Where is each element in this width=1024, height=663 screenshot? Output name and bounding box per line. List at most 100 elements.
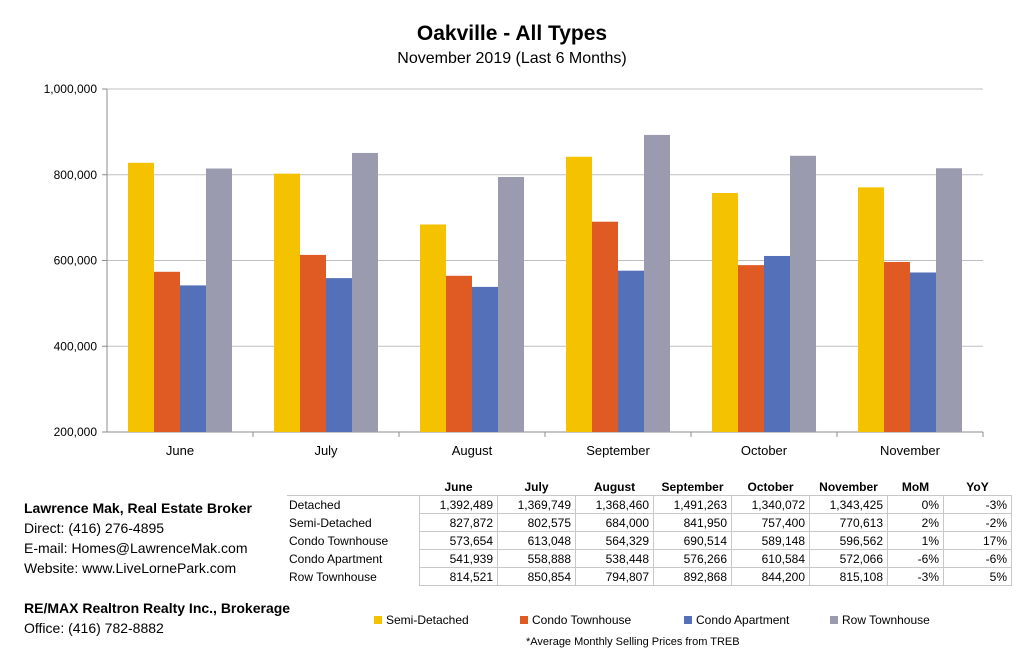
- legend-swatch: [520, 616, 528, 624]
- row-label: Detached: [289, 497, 341, 512]
- row-label: Condo Townhouse: [289, 533, 389, 548]
- bar: [764, 255, 790, 432]
- bar: [498, 176, 524, 432]
- table-cell: 1,343,425: [809, 495, 888, 514]
- bar: [180, 285, 206, 432]
- table-cell: 538,448: [575, 549, 654, 568]
- x-tick-label: November: [880, 443, 941, 458]
- table-cell: 844,200: [731, 567, 810, 586]
- table-corner: [287, 478, 420, 496]
- row-label: Semi-Detached: [289, 515, 372, 530]
- legend-swatch: [830, 616, 838, 624]
- table-cell: 757,400: [731, 513, 810, 532]
- table-cell: -3%: [887, 567, 944, 586]
- y-tick-label: 1,000,000: [44, 82, 98, 96]
- table-cell: 589,148: [731, 531, 810, 550]
- table-cell: 815,108: [809, 567, 888, 586]
- table-cell: -6%: [943, 549, 1012, 568]
- y-tick-label: 600,000: [54, 254, 98, 268]
- legend-label: Condo Apartment: [696, 613, 790, 627]
- table-cell: 576,266: [653, 549, 732, 568]
- x-tick-label: June: [166, 443, 194, 458]
- table-cell: 684,000: [575, 513, 654, 532]
- table-header: August: [575, 478, 654, 496]
- table-cell: 541,939: [419, 549, 498, 568]
- footnote: *Average Monthly Selling Prices from TRE…: [526, 636, 740, 648]
- legend-label: Condo Townhouse: [532, 613, 632, 627]
- bar: [326, 278, 352, 432]
- table-cell: 802,575: [497, 513, 576, 532]
- bar: [154, 271, 180, 432]
- table-cell: 1%: [887, 531, 944, 550]
- table-header-row: June July August September October Novem…: [287, 478, 1012, 496]
- legend-item: Condo Townhouse: [520, 613, 631, 627]
- x-tick-label: July: [314, 443, 338, 458]
- x-tick-label: October: [741, 443, 788, 458]
- table-row: Semi-Detached 827,872 802,575 684,000 84…: [287, 513, 1012, 532]
- table-header: YoY: [943, 478, 1012, 496]
- table-cell: 0%: [887, 495, 944, 514]
- bar: [790, 155, 816, 432]
- chart-title: Oakville - All Types: [416, 22, 608, 45]
- bar: [206, 168, 232, 433]
- table-cell: -2%: [943, 513, 1012, 532]
- bar: [738, 265, 764, 432]
- bar: [472, 286, 498, 432]
- chart-subtitle: November 2019 (Last 6 Months): [397, 50, 627, 67]
- table-cell: 5%: [943, 567, 1012, 586]
- legend-swatch: [684, 616, 692, 624]
- row-label: Condo Apartment: [289, 551, 383, 566]
- brokerage-office: Office: (416) 782-8882: [24, 620, 164, 636]
- brokerage-name: RE/MAX Realtron Realty Inc., Brokerage: [24, 600, 291, 616]
- table-cell: 1,392,489: [419, 495, 498, 514]
- data-table: June July August September October Novem…: [287, 478, 1012, 586]
- table-cell: 564,329: [575, 531, 654, 550]
- table-header: September: [653, 478, 732, 496]
- legend-swatch: [374, 616, 382, 624]
- y-tick-label: 800,000: [54, 168, 98, 182]
- bar: [712, 193, 738, 432]
- table-header: June: [419, 478, 498, 496]
- table-cell: 2%: [887, 513, 944, 532]
- table-cell: 613,048: [497, 531, 576, 550]
- contact-direct: Direct: (416) 276-4895: [24, 520, 165, 536]
- table-row: Condo Apartment 541,939 558,888 538,448 …: [287, 549, 1012, 568]
- table-cell: -3%: [943, 495, 1012, 514]
- table-row: Row Townhouse 814,521 850,854 794,807 89…: [287, 567, 1012, 586]
- y-tick-label: 400,000: [54, 339, 98, 353]
- table-cell: 827,872: [419, 513, 498, 532]
- legend-item: Condo Apartment: [684, 613, 789, 627]
- table-cell: -6%: [887, 549, 944, 568]
- y-tick-label: 200,000: [54, 425, 98, 439]
- bar: [420, 224, 446, 432]
- table-header: July: [497, 478, 576, 496]
- bar: [352, 152, 378, 432]
- table-cell: 573,654: [419, 531, 498, 550]
- table-cell: 850,854: [497, 567, 576, 586]
- table-header: MoM: [887, 478, 944, 496]
- table-cell: 572,066: [809, 549, 888, 568]
- bar-chart: 200,000 400,000 600,000 800,000 1,000,000 Jun…: [44, 82, 984, 458]
- table-cell: 841,950: [653, 513, 732, 532]
- bar: [858, 187, 884, 432]
- bar: [592, 221, 618, 432]
- x-tick-label: September: [586, 443, 650, 458]
- table-cell: 1,368,460: [575, 495, 654, 514]
- bar: [128, 162, 154, 433]
- brokerage-block: RE/MAX Realtron Realty Inc., Brokerage O…: [24, 598, 290, 638]
- bar: [446, 275, 472, 432]
- table-cell: 596,562: [809, 531, 888, 550]
- table-cell: 1,491,263: [653, 495, 732, 514]
- table-cell: 1,369,749: [497, 495, 576, 514]
- table-header: November: [809, 478, 888, 496]
- bar: [618, 270, 644, 432]
- table-cell: 794,807: [575, 567, 654, 586]
- legend-item: Semi-Detached: [374, 613, 469, 627]
- table-cell: 17%: [943, 531, 1012, 550]
- table-cell: 770,613: [809, 513, 888, 532]
- bar: [936, 168, 962, 432]
- table-row: Detached 1,392,489 1,369,749 1,368,460 1…: [287, 495, 1012, 514]
- contact-website: Website: www.LiveLornePark.com: [24, 560, 237, 576]
- bar: [910, 272, 936, 432]
- table-cell: 690,514: [653, 531, 732, 550]
